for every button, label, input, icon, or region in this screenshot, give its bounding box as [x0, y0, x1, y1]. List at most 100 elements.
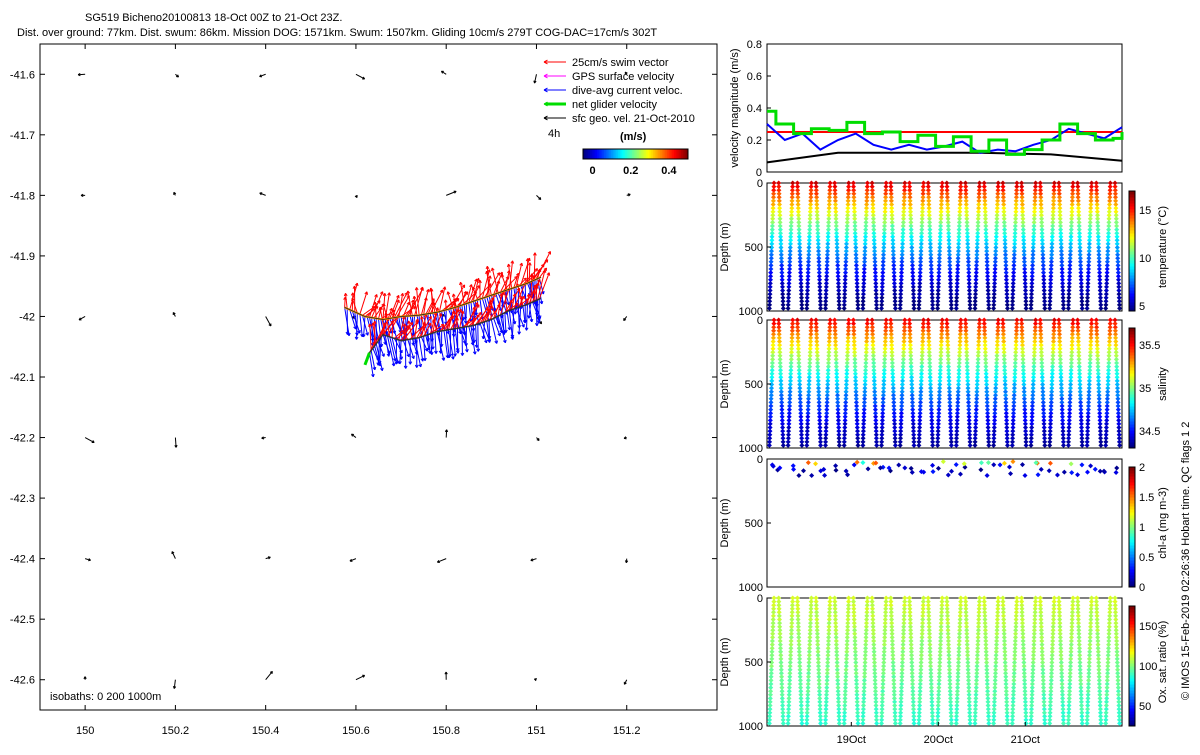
temperature-colorbar-tick: 5: [1139, 301, 1145, 313]
temperature-colorbar-cell: [1129, 278, 1135, 282]
map-ytick-label: -41.9: [10, 251, 35, 263]
salinity-colorbar-cell: [1129, 391, 1135, 395]
salinity-colorbar-cell: [1129, 397, 1135, 401]
map-ytick-label: -42.2: [10, 433, 35, 445]
legend-entry: sfc geo. vel. 21-Oct-2010: [572, 113, 695, 125]
temperature-colorbar-cell: [1129, 242, 1135, 246]
temperature-colorbar-cell: [1129, 239, 1135, 243]
temperature-colorbar-cell: [1129, 233, 1135, 237]
chla-ytick-label: 0: [757, 454, 763, 466]
temperature-colorbar-cell: [1129, 251, 1135, 255]
temperature-colorbar-cell: [1129, 272, 1135, 276]
salinity-colorbar-cell: [1129, 430, 1135, 434]
temperature-colorbar-cell: [1129, 287, 1135, 291]
chla-colorbar-cell: [1129, 572, 1135, 576]
map-xtick-label: 151: [527, 725, 545, 737]
salinity-colorbar-cell: [1129, 334, 1135, 338]
chla-colorbar-cell: [1129, 473, 1135, 477]
chla-colorbar-tick: 0: [1139, 582, 1145, 594]
temperature-colorbar-cell: [1129, 296, 1135, 300]
chla-colorbar-cell: [1129, 530, 1135, 534]
velocity-ytick-label: 0.6: [747, 71, 762, 83]
chla-colorbar-tick: 1.5: [1139, 492, 1154, 504]
chla-colorbar-cell: [1129, 578, 1135, 582]
temperature-colorbar-cell: [1129, 281, 1135, 285]
temperature-colorbar-cell: [1129, 302, 1135, 306]
chla-colorbar-cell: [1129, 533, 1135, 537]
temperature-colorbar-cell: [1129, 230, 1135, 234]
salinity-colorbar-tick: 34.5: [1139, 426, 1160, 438]
salinity-colorbar-cell: [1129, 424, 1135, 428]
figure-title-line2: Dist. over ground: 77km. Dist. swum: 86k…: [17, 27, 657, 39]
temperature-colorbar-tick: 15: [1139, 205, 1151, 217]
chla-colorbar-cell: [1129, 569, 1135, 573]
salinity-colorbar-cell: [1129, 349, 1135, 353]
map-ytick-label: -42.4: [10, 554, 35, 566]
map-xtick-label: 150.8: [432, 725, 460, 737]
salinity-colorbar-cell: [1129, 364, 1135, 368]
legend-entry: 25cm/s swim vector: [572, 57, 669, 69]
salinity-colorbar-cell: [1129, 409, 1135, 413]
salinity-colorbar-cell: [1129, 415, 1135, 419]
salinity-colorbar-cell: [1129, 385, 1135, 389]
temperature-colorbar-cell: [1129, 221, 1135, 225]
salinity-colorbar-cell: [1129, 406, 1135, 410]
temperature-colorbar-tick: 10: [1139, 253, 1151, 265]
velocity-ytick-label: 0.4: [747, 103, 762, 115]
salinity-colorbar-cell: [1129, 376, 1135, 380]
temperature-colorbar-cell: [1129, 209, 1135, 213]
dac-vector: [537, 300, 538, 316]
chla-colorbar-cell: [1129, 521, 1135, 525]
salinity-ytick-label: 0: [757, 315, 763, 327]
chla-colorbar-cell: [1129, 476, 1135, 480]
chla-colorbar-cell: [1129, 515, 1135, 519]
chla-colorbar-cell: [1129, 554, 1135, 558]
salinity-colorbar-cell: [1129, 343, 1135, 347]
salinity-colorbar-cell: [1129, 442, 1135, 446]
temperature-colorbar-cell: [1129, 218, 1135, 222]
salinity-colorbar-cell: [1129, 400, 1135, 404]
salinity-colorbar-cell: [1129, 427, 1135, 431]
chla-colorbar-cell: [1129, 560, 1135, 564]
chla-colorbar-cell: [1129, 470, 1135, 474]
salinity-colorbar-cell: [1129, 439, 1135, 443]
chla-ylabel: Depth (m): [719, 499, 731, 548]
chla-colorbar-cell: [1129, 512, 1135, 516]
chla-colorbar-cell: [1129, 485, 1135, 489]
temperature-colorbar-cell: [1129, 299, 1135, 303]
salinity-colorbar-label: salinity: [1157, 367, 1169, 401]
map-ytick-label: -42: [19, 311, 35, 323]
legend-entry: net glider velocity: [572, 99, 657, 111]
chla-colorbar-cell: [1129, 581, 1135, 585]
temperature-colorbar-cell: [1129, 254, 1135, 258]
temperature-ytick-label: 0: [757, 178, 763, 190]
map-ytick-label: -42.3: [10, 493, 35, 505]
map-xtick-label: 150: [76, 725, 94, 737]
temperature-colorbar-cell: [1129, 191, 1135, 195]
salinity-ylabel: Depth (m): [719, 360, 731, 409]
salinity-ytick-label: 500: [745, 379, 763, 391]
chla-colorbar-cell: [1129, 545, 1135, 549]
chla-colorbar-cell: [1129, 518, 1135, 522]
salinity-colorbar-cell: [1129, 358, 1135, 362]
salinity-colorbar-cell: [1129, 331, 1135, 335]
chla-ytick-label: 500: [745, 518, 763, 530]
legend-colorbar-tick: 0.4: [661, 165, 677, 177]
temperature-colorbar-cell: [1129, 227, 1135, 231]
chla-colorbar-tick: 1: [1139, 522, 1145, 534]
salinity-colorbar-cell: [1129, 352, 1135, 356]
salinity-colorbar-cell: [1129, 388, 1135, 392]
salinity-colorbar-cell: [1129, 367, 1135, 371]
temperature-colorbar-cell: [1129, 269, 1135, 273]
temperature-colorbar-cell: [1129, 200, 1135, 204]
salinity-colorbar-cell: [1129, 355, 1135, 359]
salinity-colorbar-cell: [1129, 421, 1135, 425]
chla-colorbar-cell: [1129, 479, 1135, 483]
dac-vector: [450, 329, 451, 356]
dac-vector: [525, 284, 526, 306]
temperature-ytick-label: 500: [745, 242, 763, 254]
